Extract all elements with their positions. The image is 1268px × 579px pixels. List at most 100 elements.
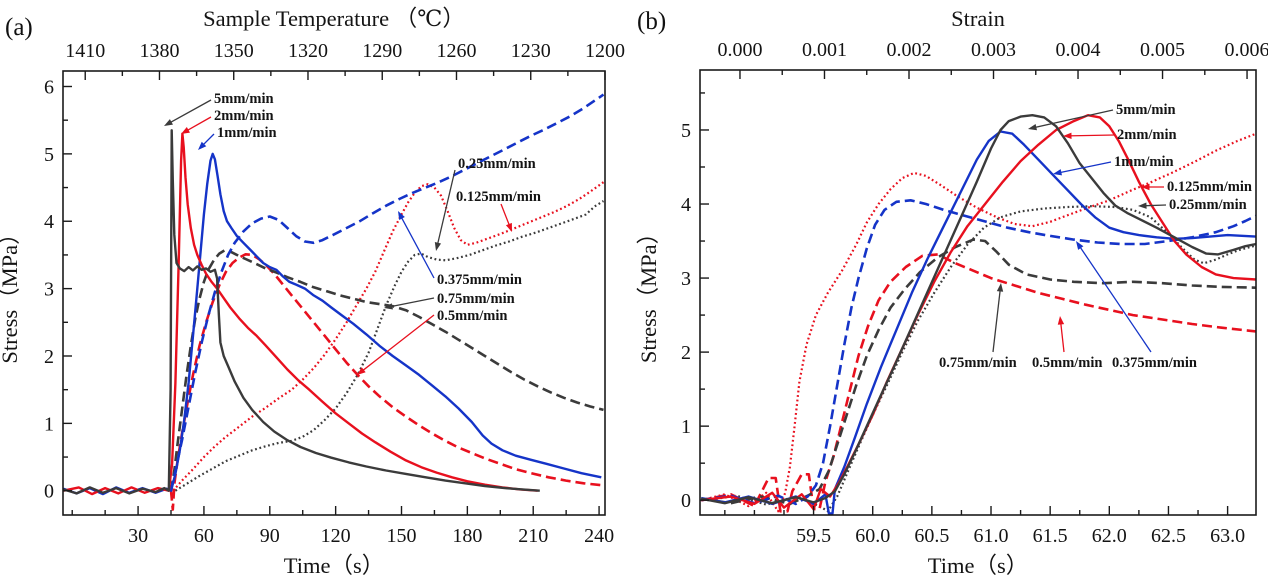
- panel-label-b: (b): [637, 8, 667, 35]
- annotation-arrow-line: [1067, 134, 1115, 137]
- top-tick-label: 1380: [139, 40, 179, 62]
- annotation-label: 0.375mm/min: [437, 272, 522, 288]
- series-0-125mm-min: [172, 181, 605, 492]
- annotation-label: 0.125mm/min: [456, 189, 541, 205]
- annotation-arrow-line: [1032, 109, 1114, 129]
- series-layer: [63, 93, 605, 511]
- panel-a: 30 60 90 120 150 180 210 240 0 1 2 3 4 5 6 1410 1380 1350…: [0, 6, 625, 578]
- annotation-label: 0.375mm/min: [1112, 355, 1197, 371]
- annotation-arrowhead: [1028, 124, 1037, 131]
- annotation-arrowhead: [1076, 241, 1084, 250]
- x-tick-label: 60.5: [914, 525, 949, 547]
- top-tick-label: 0.003: [971, 39, 1016, 61]
- top-tick-label: 1410: [65, 40, 105, 62]
- annotation-arrow-line: [1142, 204, 1167, 207]
- top-tick-label: 0.002: [887, 39, 932, 61]
- y-axis-title: Stress（MPa）: [636, 222, 661, 363]
- top-tick-label: 1230: [511, 40, 551, 62]
- y-tick-label: 5: [681, 120, 691, 142]
- annotation-label: 0.75mm/min: [939, 355, 1017, 371]
- series-2mm-min: [701, 114, 1256, 511]
- series-5mm-min: [63, 129, 540, 495]
- series-0-75mm-min: [701, 238, 1256, 506]
- annotation-0-25mm-min: 0.25mm/min: [434, 156, 536, 251]
- y-tick-label: 6: [44, 76, 54, 98]
- annotation-label: 2mm/min: [1117, 127, 1177, 143]
- y-tick-label: 4: [681, 194, 691, 216]
- annotation-label: 0.5mm/min: [437, 308, 507, 324]
- top-tick-label: 1350: [214, 40, 254, 62]
- annotation-0-125mm-min: 0.125mm/min: [1141, 179, 1252, 195]
- annotation-label: 0.125mm/min: [1167, 179, 1252, 195]
- annotation-label: 2mm/min: [214, 108, 274, 124]
- annotation-arrowhead: [1053, 169, 1062, 176]
- annotation-arrowhead: [384, 303, 393, 310]
- series-0-375mm-min: [701, 199, 1256, 506]
- annotation-label: 0.25mm/min: [1169, 197, 1247, 213]
- annotation-arrow-line: [1078, 244, 1152, 353]
- x-tick-label: 60: [194, 525, 214, 547]
- y-tick-label: 2: [44, 346, 54, 368]
- annotation-arrowhead: [357, 367, 366, 375]
- annotation-arrowhead: [1138, 202, 1147, 209]
- annotation-arrowhead: [505, 222, 512, 232]
- annotation-arrow-line: [500, 203, 511, 228]
- x-tick-label: 60.0: [855, 525, 890, 547]
- annotation-0-5mm-min: 0.5mm/min: [1032, 316, 1102, 371]
- x-axis-title: Time（s）: [284, 553, 384, 578]
- top-tick-label: 1200: [585, 40, 625, 62]
- annotation-arrowhead: [1063, 132, 1072, 140]
- annotation-1mm-min: 1mm/min: [198, 125, 277, 150]
- annotation-arrow-line: [399, 215, 435, 279]
- x-tick-label: 30: [128, 525, 148, 547]
- annotation-arrowhead: [164, 119, 173, 126]
- annotation-label: 0.5mm/min: [1032, 355, 1102, 371]
- annotation-arrowhead: [996, 283, 1004, 292]
- annotation-0-125mm-min: 0.125mm/min: [456, 189, 541, 232]
- y-tick-label: 3: [44, 279, 54, 301]
- annotation-label: 0.25mm/min: [458, 156, 536, 172]
- panel-label-a: (a): [5, 14, 33, 41]
- y-tick-label: 0: [44, 481, 54, 503]
- annotation-1mm-min: 1mm/min: [1053, 154, 1174, 176]
- annotation-label: 5mm/min: [1116, 102, 1176, 118]
- y-tick-label: 2: [681, 342, 691, 364]
- top-tick-label: 0.006: [1225, 39, 1268, 61]
- annotation-0-75mm-min: 0.75mm/min: [939, 283, 1017, 371]
- plot-frame: [699, 69, 1257, 516]
- series-0-5mm-min: [700, 253, 1256, 513]
- y-tick-label: 3: [681, 268, 691, 290]
- x-tick-label: 180: [452, 525, 482, 547]
- top-tick-label: 1320: [288, 40, 328, 62]
- annotation-0-375mm-min: 0.375mm/min: [1076, 241, 1197, 371]
- annotation-label: 0.75mm/min: [437, 291, 515, 307]
- annotation-arrow-line: [992, 287, 1002, 353]
- x-tick-label: 62.0: [1092, 525, 1127, 547]
- top-axis-title: Strain: [951, 6, 1005, 31]
- series-0-375mm-min: [169, 93, 605, 491]
- top-tick-label: 0.004: [1056, 39, 1101, 61]
- x-tick-label: 210: [518, 525, 548, 547]
- top-tick-label: 0.005: [1140, 39, 1185, 61]
- annotation-label: 5mm/min: [214, 91, 274, 107]
- annotation-arrowhead: [1141, 183, 1150, 191]
- annotation-arrowhead: [434, 241, 442, 251]
- annotation-label: 1mm/min: [1114, 154, 1174, 170]
- x-tick-label: 150: [387, 525, 417, 547]
- y-tick-label: 4: [44, 211, 54, 233]
- series-layer: [700, 114, 1256, 515]
- annotation-5mm-min: 5mm/min: [164, 91, 274, 126]
- top-axis-title: Sample Temperature （℃）: [203, 6, 465, 31]
- annotation-arrowhead: [198, 141, 207, 150]
- x-tick-label: 61.5: [1033, 525, 1068, 547]
- x-tick-label: 61.0: [974, 525, 1009, 547]
- x-tick-label: 63.0: [1210, 525, 1245, 547]
- series-1mm-min: [63, 152, 602, 496]
- annotation-arrowhead: [1057, 316, 1065, 325]
- series-0-25mm-min: [174, 200, 605, 492]
- top-tick-label: 1260: [436, 40, 476, 62]
- series-0-25mm-min: [706, 205, 1256, 513]
- annotation-arrow-line: [168, 99, 212, 125]
- annotation-arrow-line: [388, 297, 435, 308]
